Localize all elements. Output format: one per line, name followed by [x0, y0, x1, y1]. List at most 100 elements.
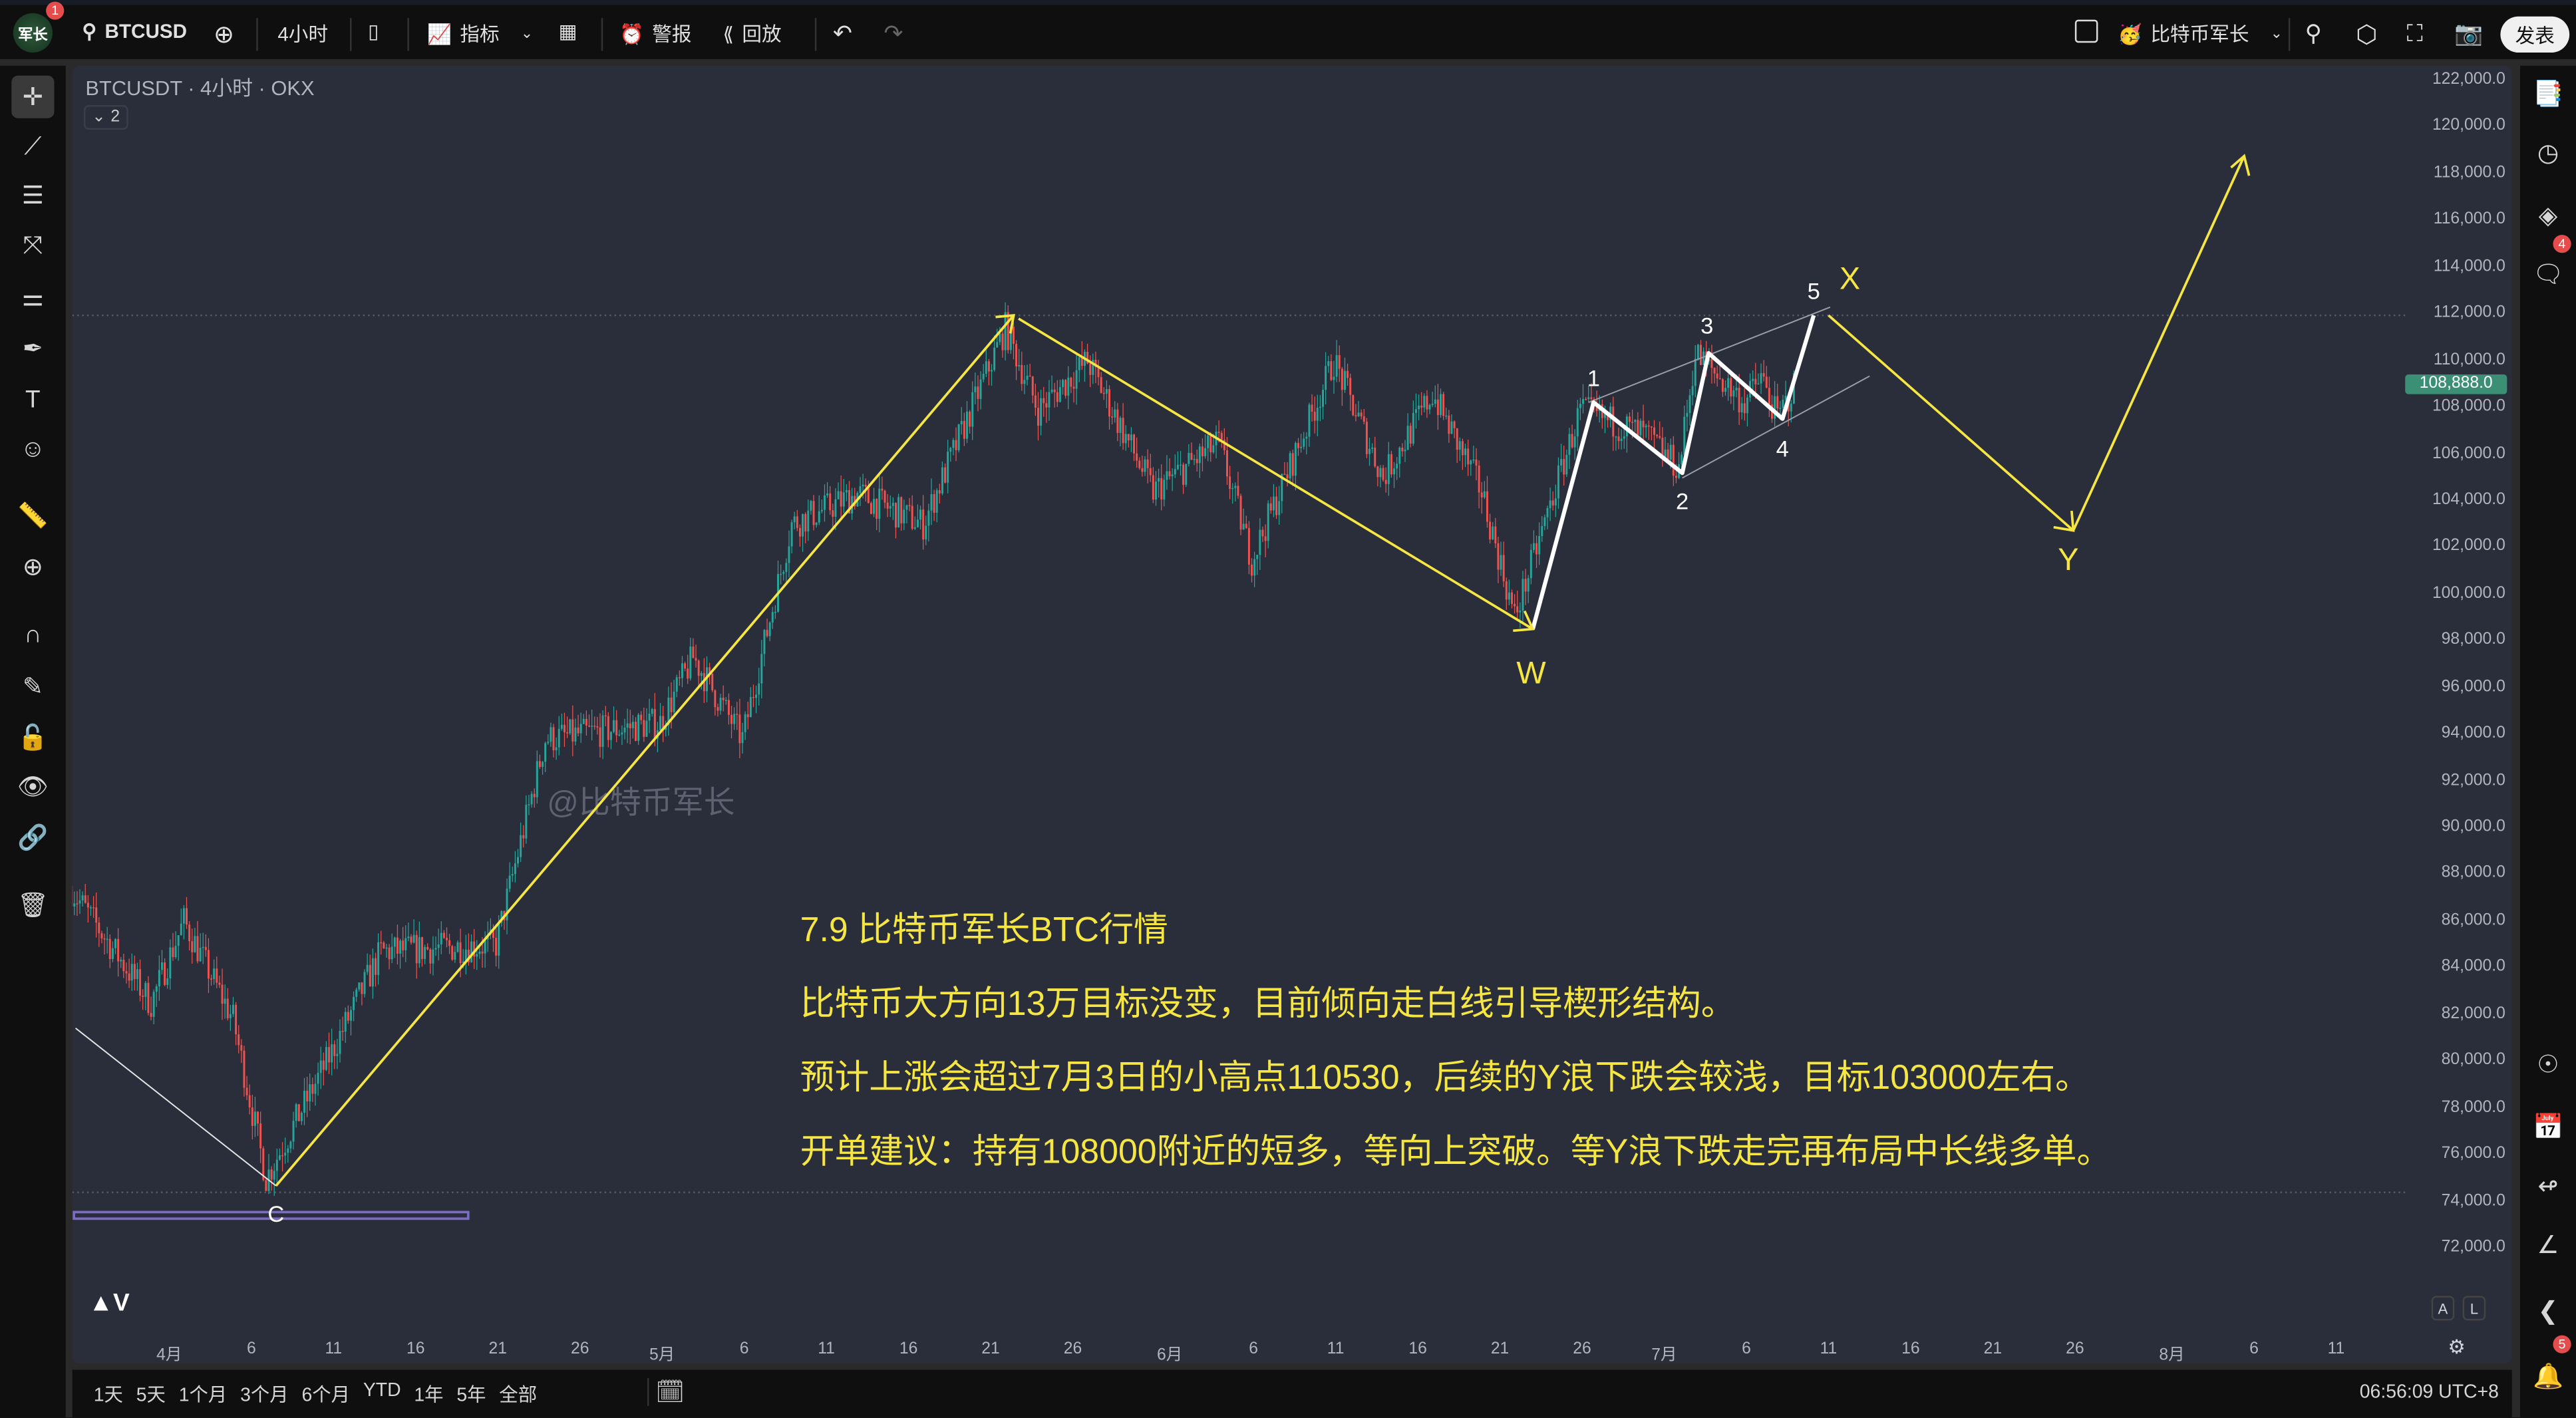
snapshot-button[interactable]: 📷	[2454, 20, 2483, 48]
indicators-button[interactable]: 📈 指标 ⌄	[427, 20, 533, 48]
candle-body	[495, 938, 498, 956]
candle-body	[1094, 359, 1097, 368]
candle-body	[1343, 370, 1346, 390]
plus-circle-icon: ⊕	[214, 21, 235, 50]
quick-search-button[interactable]: ⚲	[2305, 20, 2322, 48]
time-axis-settings-button[interactable]: ⚙	[2448, 1336, 2466, 1359]
forecast-tool[interactable]: ⚌	[15, 279, 51, 315]
crosshair-tool[interactable]: ✛	[11, 75, 55, 118]
range-button[interactable]: 5天	[136, 1386, 166, 1406]
candle-body	[1390, 454, 1392, 475]
brush-tool[interactable]: ✒	[15, 330, 51, 366]
remove-drawings-tool[interactable]: 🗑	[15, 887, 51, 922]
chart-pane[interactable]: BTCUSDT · 4小时 · OKX ⌄ 2 @比特币军长 1	[72, 65, 2512, 1363]
range-button[interactable]: 全部	[499, 1386, 538, 1406]
candle-body	[876, 499, 878, 519]
candle-body	[927, 510, 930, 526]
candle-body	[1623, 436, 1625, 439]
candle-body	[1247, 527, 1250, 565]
zoom-tool[interactable]: ⊕	[15, 549, 51, 585]
magnet-tool[interactable]: ∩	[15, 616, 51, 652]
wave-label-1: 1	[1587, 364, 1600, 391]
layout-toggle-button[interactable]	[2074, 19, 2098, 43]
layouts-button[interactable]: ▦	[559, 20, 577, 43]
candle-body	[1475, 459, 1478, 466]
streams-button[interactable]: ❮	[2530, 1292, 2566, 1328]
log-scale-button[interactable]: L	[2462, 1296, 2486, 1321]
candle-body	[240, 1045, 243, 1051]
range-button[interactable]: 6个月	[301, 1386, 351, 1406]
lock-drawings-tool[interactable]: 🔓	[15, 720, 51, 756]
candle-body	[207, 950, 210, 979]
emoji-tool[interactable]: ☺	[15, 430, 51, 466]
range-button[interactable]: 3个月	[240, 1386, 289, 1406]
settings-button[interactable]: ⬡	[2356, 20, 2377, 49]
redo-button[interactable]: ↷	[884, 20, 903, 48]
candle-body	[1031, 376, 1034, 396]
candle-body	[1275, 496, 1278, 515]
candle-body	[180, 923, 182, 936]
trendline-tool[interactable]: ⟋	[15, 128, 51, 164]
publish-button[interactable]: 发表	[2500, 16, 2570, 53]
range-button[interactable]: YTD	[363, 1381, 401, 1401]
candle-body	[894, 503, 897, 528]
pattern-panel-button[interactable]: ↫	[2530, 1168, 2566, 1204]
fib-tool[interactable]: ☰	[15, 178, 51, 213]
measure-tool[interactable]: 📏	[15, 497, 51, 533]
tradingview-logo[interactable]: ▲V	[88, 1289, 130, 1318]
trading-panel-button[interactable]: ∠	[2530, 1227, 2566, 1263]
symbol-search-button[interactable]: ⚲ BTCUSD	[82, 20, 187, 43]
alert-button[interactable]: ⏰ 警报	[619, 20, 692, 48]
clock[interactable]: 06:56:09 UTC+8	[2359, 1383, 2499, 1403]
party-emoji-icon: 🥳	[2118, 22, 2142, 45]
text-tool[interactable]: T	[15, 381, 51, 417]
candle-body	[774, 611, 776, 613]
pattern-tool[interactable]: ⤧	[15, 227, 51, 263]
chart-type-button[interactable]: ▯	[368, 20, 379, 43]
interval-button[interactable]: 4小时	[277, 20, 328, 48]
range-button[interactable]: 1年	[414, 1386, 444, 1406]
date-range-button[interactable]: 🗓	[647, 1377, 685, 1406]
time-tick: 7月	[1651, 1346, 1677, 1363]
profile-name: 比特币军长	[2150, 23, 2249, 47]
profile-menu[interactable]: 🥳 比特币军长 ⌄	[2118, 20, 2283, 48]
candle-body	[859, 486, 862, 494]
avatar[interactable]: 军长	[13, 13, 53, 53]
candle-body	[462, 961, 464, 964]
candle-body	[618, 734, 621, 736]
hide-drawings-tool[interactable]: 👁	[15, 769, 51, 805]
candle-body	[106, 938, 108, 940]
range-button[interactable]: 1天	[93, 1386, 123, 1406]
ideas-button[interactable]: ☉	[2530, 1046, 2566, 1082]
candle-body	[404, 938, 407, 950]
candle-body	[826, 493, 829, 496]
candle-body	[1209, 435, 1212, 453]
link-tool[interactable]: 🔗	[15, 819, 51, 855]
candle-body	[1043, 398, 1045, 404]
candle-body	[1637, 420, 1639, 436]
watchlist-button[interactable]: 📑	[2530, 76, 2566, 112]
object-tree-button[interactable]: ◈	[2530, 197, 2566, 233]
notifications-button[interactable]: 🔔	[2530, 1358, 2566, 1394]
candle-body	[952, 440, 955, 448]
candle-body	[295, 1104, 297, 1121]
collapse-indicators-button[interactable]: ⌄ 2	[83, 105, 128, 130]
replay-button[interactable]: ⟪ 回放	[723, 20, 782, 48]
stay-drawing-tool[interactable]: ✎	[15, 668, 51, 704]
candle-body	[1700, 345, 1702, 365]
note-title: 7.9 比特币军长BTC行情	[800, 911, 1168, 950]
range-button[interactable]: 1个月	[178, 1386, 228, 1406]
candle-body	[155, 986, 158, 992]
undo-button[interactable]: ↶	[833, 20, 852, 48]
calendar-button[interactable]: 📅	[2530, 1109, 2566, 1145]
price-tick: 88,000.0	[2441, 865, 2505, 883]
chat-button[interactable]: 🗨	[2530, 256, 2566, 292]
auto-scale-button[interactable]: A	[2431, 1296, 2455, 1321]
alerts-panel-button[interactable]: ◷	[2530, 134, 2566, 170]
candle-body	[1122, 418, 1124, 444]
brush-icon: ✒	[22, 335, 43, 363]
add-symbol-button[interactable]: ⊕	[214, 20, 234, 49]
fullscreen-button[interactable]: ⛶	[2407, 20, 2423, 48]
range-button[interactable]: 5年	[456, 1386, 486, 1406]
candle-body	[900, 497, 903, 523]
